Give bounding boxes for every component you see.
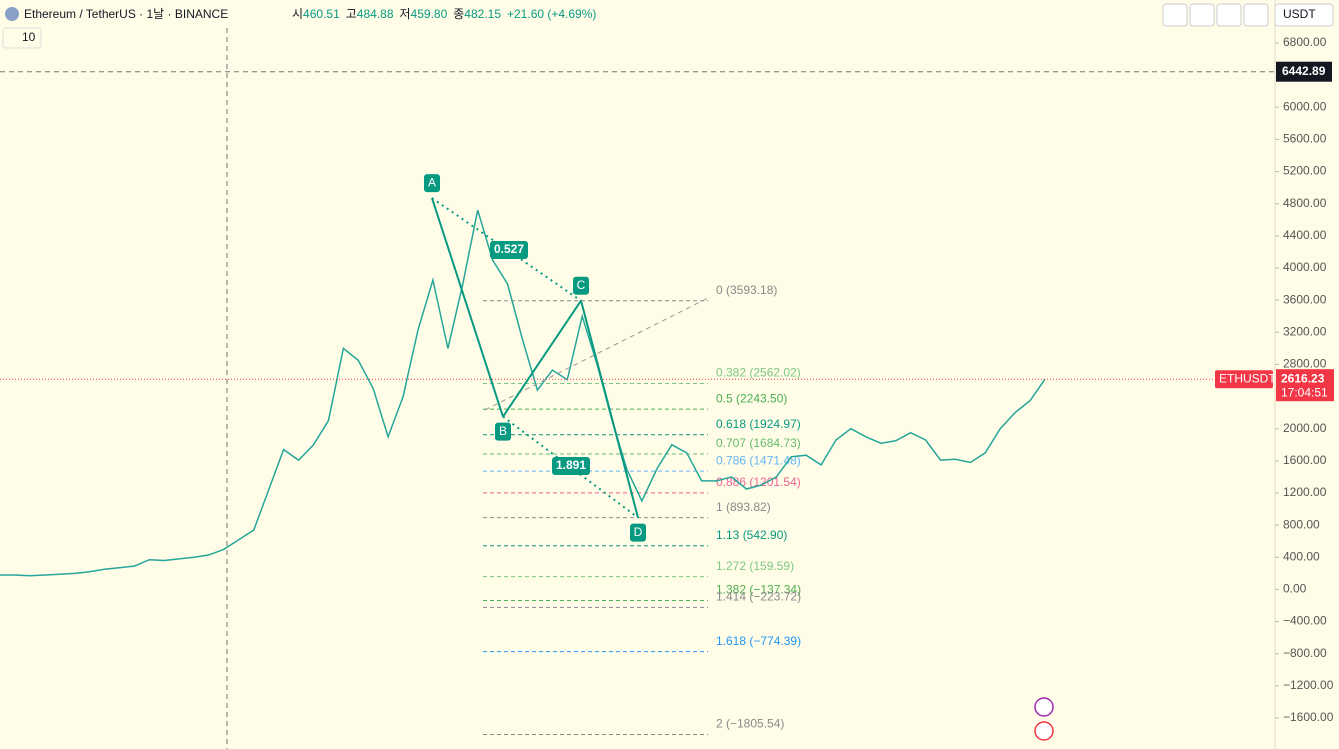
ratio-label: 0.527	[494, 242, 524, 256]
y-tick-label: −1200.00	[1283, 678, 1334, 692]
fib-label: 0.886 (1201.54)	[716, 475, 801, 489]
toolbar: USDT	[1162, 3, 1334, 27]
currency: USDT	[1283, 7, 1316, 21]
pattern-point-box	[573, 276, 589, 295]
price-line	[0, 209, 1046, 577]
currency-button[interactable]	[1274, 3, 1334, 27]
pattern-point-label: C	[577, 278, 586, 292]
pattern-point-label: A	[428, 175, 436, 189]
ohlc-key: 종	[453, 7, 464, 21]
y-tick-label: 3600.00	[1283, 292, 1327, 306]
fib-label: 2 (−1805.54)	[716, 717, 784, 731]
fib-label: 0.786 (1471.48)	[716, 453, 801, 467]
ohlc-value: 460.51	[303, 7, 340, 21]
y-tick-label: 5600.00	[1283, 132, 1327, 146]
y-tick-label: 3200.00	[1283, 324, 1327, 338]
crosshair-label: 6442.89	[1282, 64, 1326, 78]
ohlc-value: 459.80	[411, 7, 448, 21]
y-tick-label: 6800.00	[1283, 35, 1327, 49]
y-tick-label: −1600.00	[1283, 710, 1334, 724]
ohlc-key: 저	[400, 7, 411, 21]
fib-label: 1.414 (−223.72)	[716, 590, 801, 604]
fib-label: 1 (893.82)	[716, 500, 771, 514]
y-tick-label: 2000.00	[1283, 421, 1327, 435]
indicator: 10	[22, 30, 36, 44]
y-tick-label: 800.00	[1283, 517, 1320, 531]
last-price-box	[1276, 369, 1334, 402]
fib-label: 1.13 (542.90)	[716, 528, 787, 542]
flag-icon	[1034, 721, 1054, 741]
last-name-box	[1215, 370, 1273, 389]
countdown: 17:04:51	[1281, 385, 1328, 399]
last-name: ETHUSDT	[1219, 371, 1276, 385]
ohlc-key: 고	[346, 7, 357, 21]
y-tick-label: 400.00	[1283, 549, 1320, 563]
button-up[interactable]	[1162, 3, 1188, 27]
ohlc-key: 시	[292, 7, 303, 21]
y-tick-label: 1200.00	[1283, 485, 1327, 499]
crosshair-box	[1276, 61, 1332, 82]
pattern-guide	[484, 297, 709, 411]
ratio-box	[490, 241, 528, 259]
y-tick-label: 4400.00	[1283, 228, 1327, 242]
fib-label: 1.382 (−137.34)	[716, 583, 801, 597]
symbol: Ethereum / TetherUS · 1날 · BINANCE	[24, 7, 228, 21]
ratio-box	[552, 457, 590, 475]
alert-icon	[1034, 697, 1054, 717]
button-down[interactable]	[1189, 3, 1215, 27]
y-tick-label: 4000.00	[1283, 260, 1327, 274]
ratio-label: 1.891	[556, 458, 586, 472]
ohlc-value: 482.15	[464, 7, 501, 21]
y-tick-label: 0.00	[1283, 582, 1307, 596]
y-tick-label: 1600.00	[1283, 453, 1327, 467]
y-tick-label: 5200.00	[1283, 164, 1327, 178]
button-collapse[interactable]	[1216, 3, 1242, 27]
ohlc-text: 시460.51 고484.88 저459.80 종482.15 +21.60 (+4.6…	[292, 7, 596, 21]
last-price: 2616.23	[1281, 371, 1325, 385]
pattern-point-box	[424, 174, 440, 193]
fib-label: 0.618 (1924.97)	[716, 417, 801, 431]
pattern-point-label: B	[499, 424, 507, 438]
fib-label: 0.382 (2562.02)	[716, 366, 801, 380]
pattern-point-box	[630, 523, 646, 542]
fib-label: 1.618 (−774.39)	[716, 634, 801, 648]
indicator-box[interactable]	[2, 27, 42, 49]
ohlc: 시460.51 고484.88 저459.80 종482.15 +21.60 (+4.6…	[292, 7, 596, 21]
y-tick-label: −800.00	[1283, 646, 1327, 660]
pattern-leg	[431, 197, 504, 417]
symbol-icon	[5, 7, 19, 21]
y-tick-label: 4800.00	[1283, 196, 1327, 210]
pattern-leg	[580, 300, 639, 518]
button-reset[interactable]	[1243, 3, 1269, 27]
y-tick-label: −400.00	[1283, 614, 1327, 628]
y-tick-label: 6000.00	[1283, 99, 1327, 113]
fib-label: 0 (3593.18)	[716, 283, 777, 297]
fib-label: 1.272 (159.59)	[716, 559, 794, 573]
y-tick-label: 2800.00	[1283, 357, 1327, 371]
pattern-point-box	[495, 422, 511, 441]
fib-label: 0.5 (2243.50)	[716, 391, 787, 405]
change: +21.60 (+4.69%)	[507, 7, 596, 21]
pattern-leg	[502, 300, 582, 418]
ohlc-value: 484.88	[357, 7, 394, 21]
fib-label: 0.707 (1684.73)	[716, 436, 801, 450]
pattern-point-label: D	[634, 525, 643, 539]
